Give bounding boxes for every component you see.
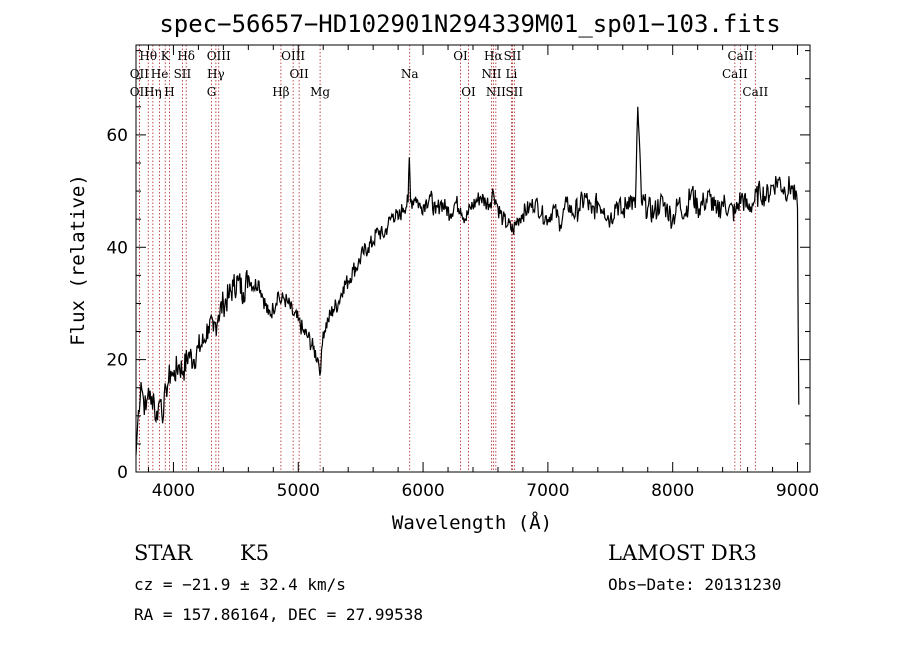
spectral-line-label: Hθ: [139, 49, 157, 63]
spectral-line-markers: [138, 45, 756, 472]
spectral-line-label: Li: [506, 67, 518, 81]
spectral-line-label: H: [164, 85, 174, 99]
spectral-line-label: Hγ: [207, 67, 225, 81]
spectral-line-label: OI: [461, 85, 476, 99]
object-subclass: K5: [240, 541, 269, 565]
spectral-line-label: OII: [289, 67, 309, 81]
x-tick-label: 8000: [651, 481, 694, 501]
redshift-cz: cz = −21.9 ± 32.4 km/s: [134, 575, 346, 594]
spectral-line-label: SII: [504, 49, 522, 63]
chart-title: spec−56657−HD102901N294339M01_sp01−103.f…: [159, 10, 780, 38]
spectral-line-label: G: [207, 85, 217, 99]
plot-frame: [135, 44, 811, 473]
x-axis-ticks: 4000 5000 6000 7000 8000 9000: [147, 45, 819, 501]
survey-name: LAMOST DR3: [608, 541, 757, 565]
spectral-line-label: Hη: [144, 85, 162, 99]
x-tick-label: 4000: [152, 481, 195, 501]
spectral-line-label: SII: [505, 85, 523, 99]
spectral-line-label: Mg: [310, 85, 330, 99]
spectral-line-label: K: [161, 49, 171, 63]
spectrum-series-line: [135, 106, 800, 456]
x-tick-label: 9000: [776, 481, 819, 501]
spectral-line-label: OII: [130, 67, 150, 81]
ra-dec: RA = 157.86164, DEC = 27.99538: [134, 605, 423, 624]
spectral-line-label: OIII: [281, 49, 305, 63]
spectral-line-label: NII: [486, 85, 506, 99]
object-class: STAR: [134, 541, 193, 565]
y-tick-label: 20: [106, 351, 128, 371]
y-axis-ticks: 0 20 40 60: [106, 50, 810, 483]
x-tick-label: 5000: [277, 481, 320, 501]
spectral-line-label: Hβ: [272, 85, 289, 99]
spectral-line-label: SII: [174, 67, 192, 81]
spectral-line-label: He: [151, 67, 169, 81]
spectral-line-label: Na: [401, 67, 419, 81]
x-tick-label: 6000: [401, 481, 444, 501]
y-tick-label: 40: [106, 238, 128, 258]
observation-date: Obs−Date: 20131230: [608, 575, 781, 594]
spectral-line-label: CaII: [722, 67, 748, 81]
spectral-line-label: OI: [453, 49, 468, 63]
spectral-line-label: OIII: [207, 49, 231, 63]
y-axis-label: Flux (relative): [67, 174, 89, 346]
x-tick-label: 7000: [526, 481, 569, 501]
x-axis-label: Wavelength (Å): [392, 511, 552, 534]
spectral-line-label: Hα: [484, 49, 503, 63]
spectral-line-label: CaII: [742, 85, 768, 99]
spectral-line-label: OII: [130, 85, 150, 99]
y-tick-label: 60: [106, 126, 128, 146]
spectral-line-label: NII: [481, 67, 501, 81]
y-tick-label: 0: [117, 463, 128, 483]
spectral-line-label: Hδ: [177, 49, 195, 63]
spectral-line-label: CaII: [727, 49, 753, 63]
